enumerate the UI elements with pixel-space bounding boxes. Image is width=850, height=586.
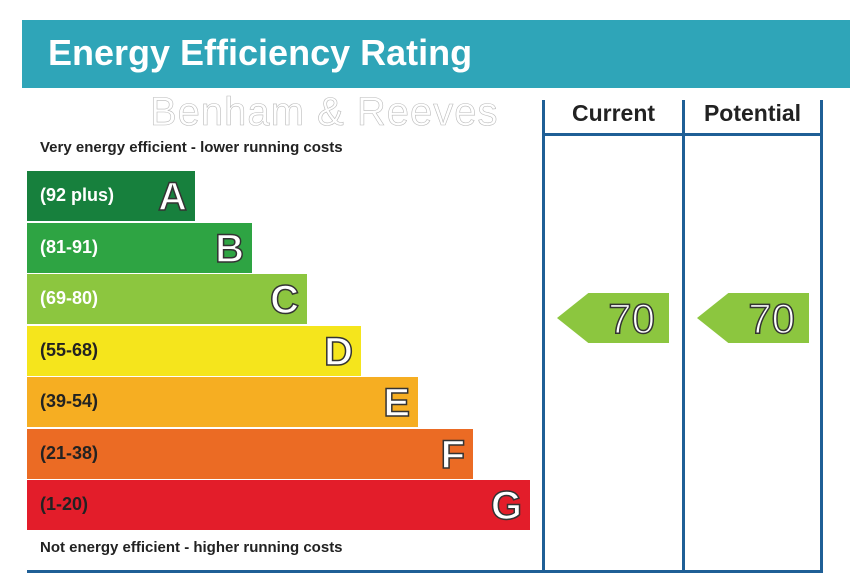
- band-range: (69-80): [40, 288, 99, 308]
- band-letter: E: [383, 380, 411, 426]
- band-letter: D: [323, 329, 353, 375]
- divider-left: [542, 100, 545, 572]
- band-letter: C: [269, 277, 299, 323]
- band-f: (21-38) F: [27, 428, 473, 479]
- divider-right: [820, 100, 823, 572]
- band-range: (21-38): [40, 442, 99, 463]
- chart-title: Energy Efficiency Rating: [48, 32, 473, 73]
- band-letter: G: [490, 483, 523, 529]
- title-banner: Energy Efficiency Rating: [22, 20, 850, 88]
- band-range: (92 plus): [40, 185, 115, 205]
- band-range: (1-20): [40, 494, 89, 514]
- band-range: (55-68): [40, 339, 99, 360]
- bottom-note: Not energy efficient - higher running co…: [40, 539, 343, 556]
- band-d: (55-68) D: [27, 325, 361, 376]
- band-letter: F: [440, 432, 466, 478]
- column-potential: Potential: [703, 100, 802, 126]
- band-letter: B: [214, 226, 244, 272]
- band-g: (1-20) G: [27, 480, 530, 530]
- current-rating-arrow: 70: [557, 293, 669, 343]
- band-c: (69-80) C: [27, 274, 307, 324]
- header-rule: [542, 133, 823, 136]
- band-letter: A: [157, 174, 187, 220]
- potential-value: 70: [748, 294, 796, 343]
- divider-middle: [682, 100, 685, 572]
- watermark: Benham & Reeves: [150, 90, 499, 135]
- column-current: Current: [571, 100, 656, 126]
- band-a: (92 plus) A: [27, 171, 195, 221]
- band-range: (81-91): [40, 236, 99, 257]
- top-note: Very energy efficient - lower running co…: [40, 139, 343, 156]
- band-b: (81-91) B: [27, 222, 252, 273]
- band-e: (39-54) E: [27, 377, 418, 427]
- band-range: (39-54): [40, 391, 99, 411]
- bottom-rule: [27, 570, 823, 573]
- potential-rating-arrow: 70: [697, 293, 809, 343]
- current-value: 70: [608, 294, 656, 343]
